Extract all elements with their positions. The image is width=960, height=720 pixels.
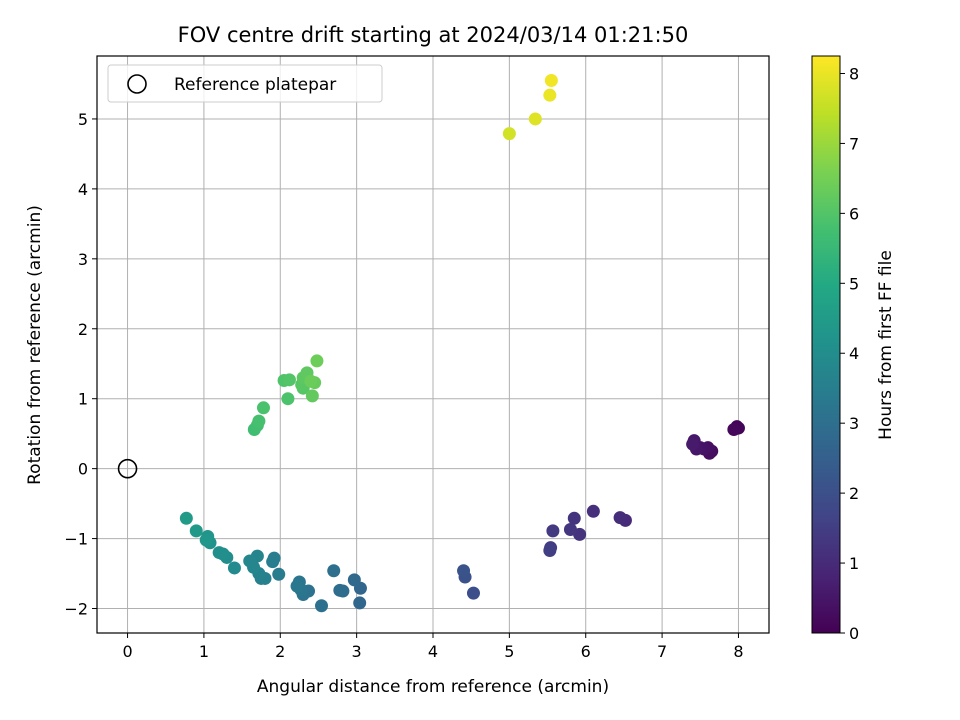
x-axis-label: Angular distance from reference (arcmin) [257, 677, 609, 697]
x-tick-label: 7 [657, 642, 667, 661]
data-point [266, 555, 280, 569]
y-tick-label: −1 [64, 530, 88, 549]
x-tick-label: 3 [352, 642, 362, 661]
x-axis-ticks: 0 1 2 3 4 5 6 7 8 [122, 633, 744, 661]
data-points [179, 73, 745, 613]
y-tick-label: 2 [78, 320, 88, 339]
data-point [686, 437, 700, 451]
reference-platepar-marker [117, 458, 138, 479]
data-point [252, 414, 266, 428]
data-point [199, 533, 213, 547]
data-point [353, 596, 367, 610]
legend: Reference platepar [107, 64, 383, 103]
legend-label: Reference platepar [174, 75, 336, 95]
grid-lines [97, 56, 769, 633]
data-point [272, 567, 286, 581]
y-tick-label: 1 [78, 390, 88, 409]
x-tick-label: 2 [275, 642, 285, 661]
x-tick-label: 1 [199, 642, 209, 661]
y-tick-label: 0 [78, 460, 88, 479]
data-point [333, 583, 347, 597]
y-tick-label: 3 [78, 250, 88, 269]
colorbar-tick-label: 2 [849, 484, 859, 503]
x-tick-label: 6 [581, 642, 591, 661]
data-point [613, 511, 627, 525]
colorbar-tick-label: 5 [849, 274, 859, 293]
data-point [466, 586, 480, 600]
data-point [315, 599, 329, 613]
y-axis-label: Rotation from reference (arcmin) [25, 205, 45, 485]
data-point [305, 389, 319, 403]
x-tick-label: 4 [428, 642, 438, 661]
data-point [502, 127, 516, 141]
data-point [543, 543, 557, 557]
data-point [546, 524, 560, 538]
y-axis-ticks: −2 −1 0 1 2 3 4 5 [64, 110, 97, 619]
data-point [304, 374, 318, 388]
data-point [189, 524, 203, 538]
x-tick-label: 5 [504, 642, 514, 661]
x-tick-label: 8 [733, 642, 743, 661]
data-point [227, 561, 241, 575]
data-point [243, 554, 257, 568]
data-point [457, 564, 471, 578]
colorbar: 0 1 2 3 4 5 6 7 8 Hours from first FF file [811, 55, 896, 643]
colorbar-tick-label: 7 [849, 134, 859, 153]
y-tick-label: 5 [78, 110, 88, 129]
legend-box [107, 64, 383, 103]
colorbar-tick-label: 4 [849, 344, 859, 363]
colorbar-tick-label: 3 [849, 414, 859, 433]
data-point [179, 511, 193, 525]
y-tick-label: −2 [64, 600, 88, 619]
data-point [727, 422, 741, 436]
legend-marker-icon [127, 74, 147, 94]
data-point [327, 564, 341, 578]
colorbar-ticks: 0 1 2 3 4 5 6 7 8 [840, 64, 859, 643]
y-tick-label: 4 [78, 180, 88, 199]
data-point [586, 504, 600, 518]
colorbar-gradient [811, 55, 841, 634]
colorbar-tick-label: 1 [849, 554, 859, 573]
data-point [567, 511, 581, 525]
data-point [281, 392, 295, 406]
colorbar-tick-label: 8 [849, 64, 859, 83]
colorbar-tick-label: 6 [849, 204, 859, 223]
data-point [563, 522, 577, 536]
data-point [290, 579, 304, 593]
data-point [256, 401, 270, 415]
data-point [212, 546, 226, 560]
colorbar-tick-label: 0 [849, 624, 859, 643]
chart-title: FOV centre drift starting at 2024/03/14 … [178, 23, 689, 47]
data-point [543, 88, 557, 102]
data-point [347, 573, 361, 587]
data-point [544, 73, 558, 87]
data-point [282, 373, 296, 387]
data-point [528, 112, 542, 126]
colorbar-label: Hours from first FF file [876, 250, 896, 440]
data-point [310, 354, 324, 368]
x-tick-label: 0 [122, 642, 132, 661]
